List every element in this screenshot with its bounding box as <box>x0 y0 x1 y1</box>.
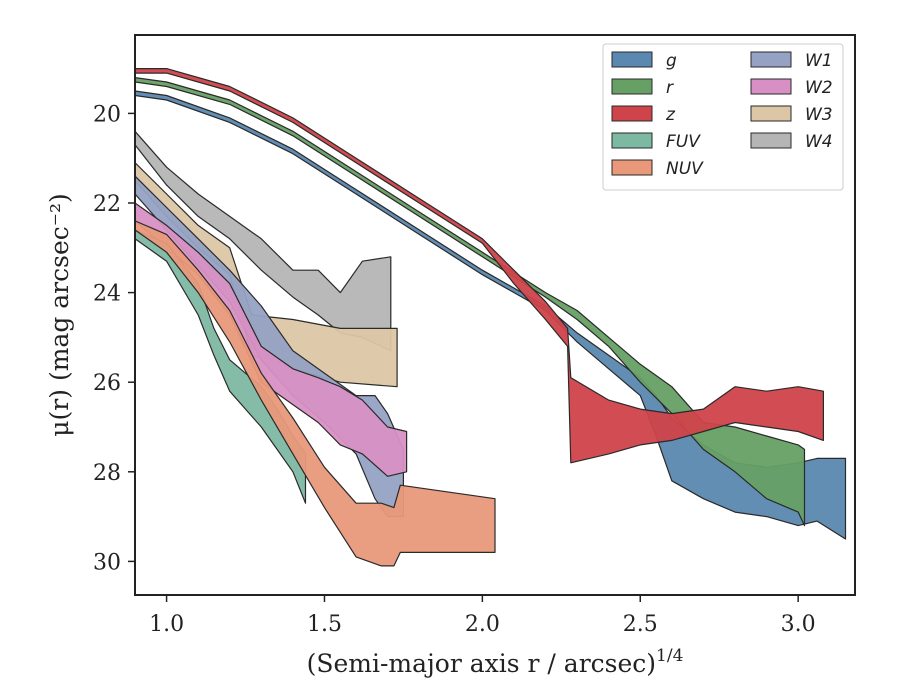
legend-label-w1: W1 <box>805 51 833 71</box>
legend-swatch-w4 <box>750 132 792 149</box>
legend-label-r: r <box>666 78 674 98</box>
y-tick-label: 26 <box>93 371 121 396</box>
y-tick-label: 30 <box>93 550 121 575</box>
band-fuv <box>135 229 307 504</box>
y-axis-label: μ(r) (mag arcsec⁻²) <box>45 193 74 436</box>
x-tick-label: 1.5 <box>307 612 342 637</box>
legend-swatch-w2 <box>750 78 792 95</box>
profile-bands <box>135 67 847 567</box>
legend-swatch-z <box>611 105 653 122</box>
x-axis-ticks: 1.0 1.5 2.0 2.5 3.0 <box>149 595 816 637</box>
y-tick-label: 22 <box>93 192 121 217</box>
x-tick-label: 2.5 <box>623 612 658 637</box>
legend-label-nuv: NUV <box>666 159 704 179</box>
band-r <box>135 76 806 527</box>
legend-swatch-w3 <box>750 105 792 122</box>
y-axis-ticks: 20 22 24 26 28 30 <box>93 102 135 575</box>
legend-label-w2: W2 <box>805 78 833 98</box>
legend-label-z: z <box>665 105 676 125</box>
legend: grz FUV NUV W1 W2 W3 W4 <box>602 43 844 191</box>
legend-swatch-fuv <box>611 132 653 149</box>
y-tick-label: 24 <box>93 282 121 307</box>
x-tick-label: 2.0 <box>465 612 500 637</box>
x-tick-label: 1.0 <box>149 612 184 637</box>
legend-swatch-w1 <box>750 51 792 68</box>
legend-swatch-g <box>611 51 653 68</box>
y-tick-label: 28 <box>93 461 121 486</box>
legend-swatch-nuv <box>611 159 653 176</box>
legend-label-w3: W3 <box>805 105 833 125</box>
plot-frame <box>134 34 856 596</box>
x-axis-label: (Semi-major axis r / arcsec)1/4 <box>307 646 684 678</box>
legend-items: grz FUV NUV W1 W2 W3 W4 <box>611 51 833 179</box>
band-nuv <box>135 220 496 567</box>
legend-label-g: g <box>666 51 677 71</box>
legend-swatch-r <box>611 78 653 95</box>
band-z <box>135 67 825 464</box>
legend-label-fuv: FUV <box>666 132 701 152</box>
legend-label-w4: W4 <box>805 132 833 152</box>
x-tick-label: 3.0 <box>781 612 816 637</box>
y-tick-label: 20 <box>93 102 121 127</box>
